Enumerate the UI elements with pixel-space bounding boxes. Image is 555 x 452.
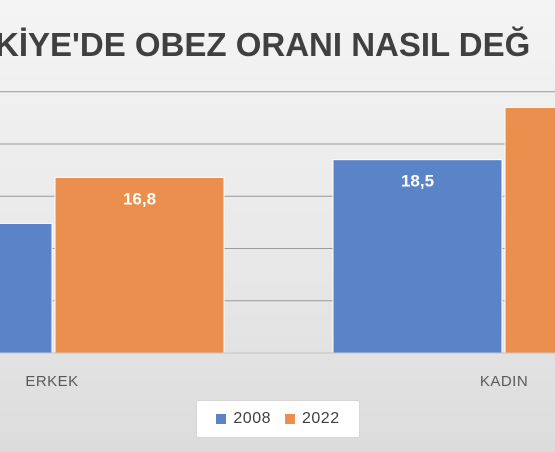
chart-title: KİYE'DE OBEZ ORANI NASIL DEĞ [0,26,530,63]
chart-legend: 2008 2022 [196,400,360,438]
x-tick-erkek: ERKEK [25,373,78,390]
legend-item-2008: 2008 [216,410,271,428]
legend-label-2008: 2008 [233,410,271,427]
bar-kadin-2022 [504,106,555,354]
x-axis-ticks: ERKEK KADIN [25,373,528,390]
legend-label-2022: 2022 [302,410,340,427]
data-label-kadin-2008: 18,5 [401,172,434,191]
bar-kadin-2008 [332,159,503,354]
bar-erkek-2008 [0,222,53,354]
data-label-erkek-2022: 16,8 [123,189,156,208]
legend-swatch-2022 [285,414,295,424]
x-tick-kadin: KADIN [480,373,528,390]
legend-swatch-2008 [216,414,227,424]
data-labels: 16,8 18,5 [123,172,434,209]
legend-item-2022: 2022 [285,410,340,428]
